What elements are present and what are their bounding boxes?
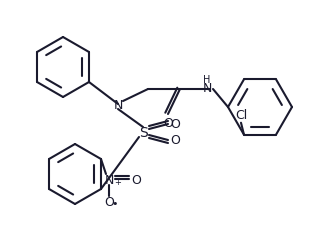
Text: O: O [131,173,141,186]
Text: O: O [104,195,114,208]
Text: S: S [139,125,147,139]
Text: •: • [112,198,118,208]
Text: +: + [114,177,121,186]
Text: N: N [113,98,123,111]
Text: N: N [202,81,212,94]
Text: Cl: Cl [235,109,247,122]
Text: N: N [104,173,114,186]
Text: O: O [170,118,180,131]
Text: O: O [170,134,180,147]
Text: H: H [203,75,211,85]
Text: O: O [163,116,173,129]
